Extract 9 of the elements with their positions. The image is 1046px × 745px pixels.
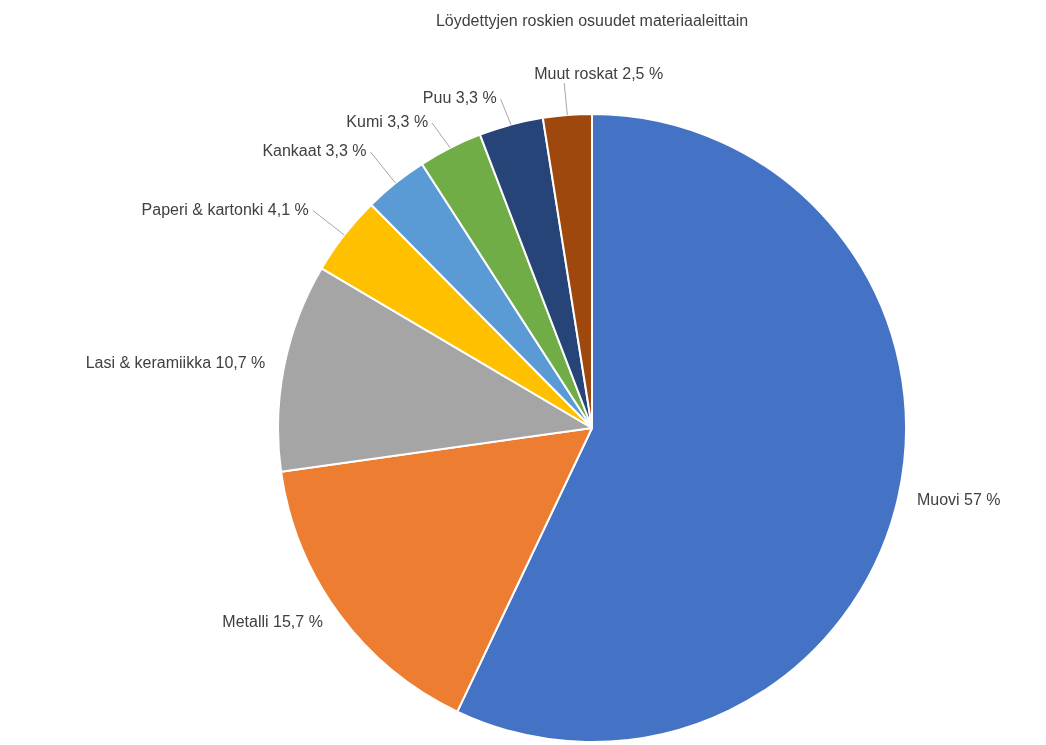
- slice-label: Lasi & keramiikka 10,7 %: [85, 354, 266, 372]
- slice-label: Muovi 57 %: [916, 490, 1001, 508]
- slice-label: Metalli 15,7 %: [222, 613, 323, 631]
- slice-label: Kankaat 3,3 %: [262, 142, 367, 160]
- slice-label: Puu 3,3 %: [422, 89, 497, 107]
- chart-title: Löydettyjen roskien osuudet materiaaleittain: [435, 12, 749, 30]
- slice-label: Paperi & kartonki 4,1 %: [141, 200, 309, 218]
- slice-label: Muut roskat 2,5 %: [534, 65, 664, 83]
- slice-label: Kumi 3,3 %: [346, 113, 429, 131]
